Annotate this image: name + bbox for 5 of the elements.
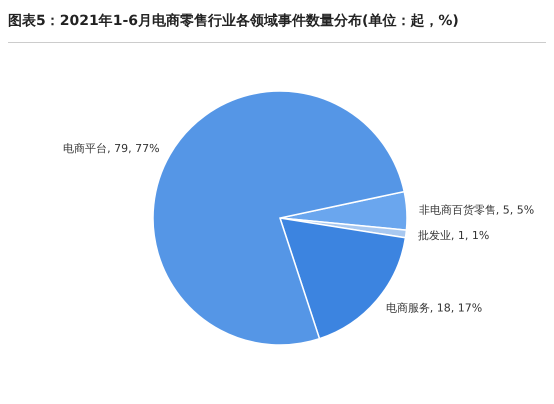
slice-label: 批发业, 1, 1%: [418, 228, 490, 242]
slice-label: 非电商百货零售, 5, 5%: [418, 204, 534, 217]
chart-title: 图表5：2021年1-6月电商零售行业各领域事件数量分布(单位：起，%): [8, 8, 546, 43]
slice-label: 电商平台, 79, 77%: [63, 142, 160, 156]
slice-label: 电商服务, 18, 17%: [386, 302, 482, 315]
